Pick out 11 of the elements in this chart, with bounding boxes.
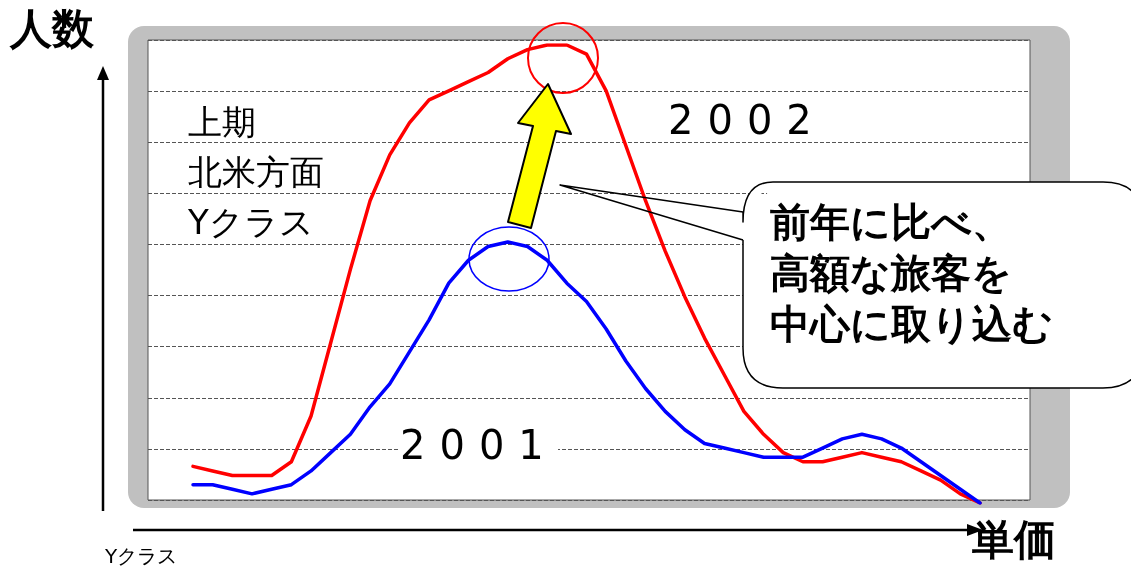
series-label: 2001 [400, 422, 558, 468]
annotation: 北米方面 [188, 152, 324, 193]
text: Yクラス [105, 544, 178, 568]
annotation: 上期 [188, 102, 256, 143]
annotation: 前年に比べ、 [770, 198, 1012, 246]
annotation: 高額な旅客を [770, 249, 1012, 297]
x-axis-title: 単価 [972, 515, 1056, 566]
y-axis-title: 人数 [10, 4, 94, 55]
annotation: 中心に取り込む [770, 300, 1053, 348]
annotation: Yクラス [188, 202, 314, 243]
series-label: 2002 [668, 96, 826, 144]
